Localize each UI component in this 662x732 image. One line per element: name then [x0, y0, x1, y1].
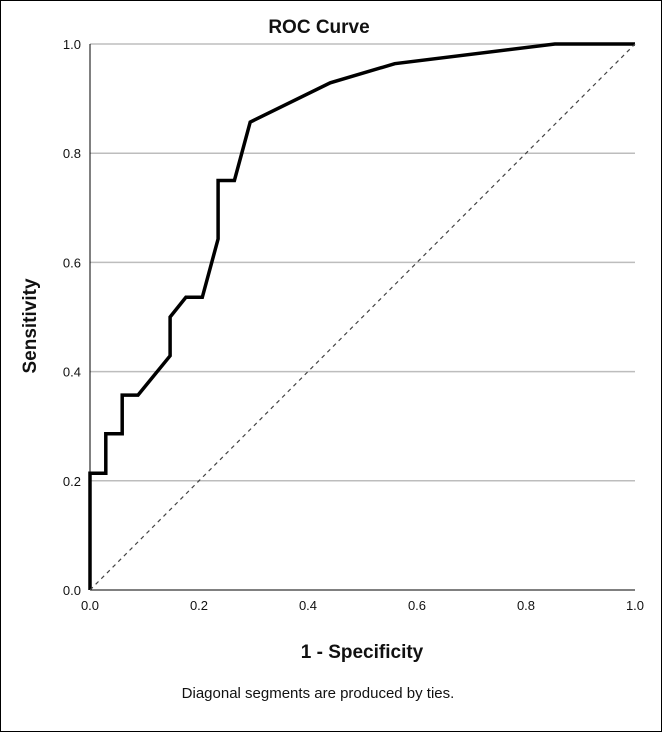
series-group — [88, 42, 636, 591]
x-axis-label: 1 - Specificity — [301, 642, 424, 663]
y-tick-label: 0.6 — [63, 255, 81, 270]
x-tick-label: 0.8 — [517, 598, 535, 613]
reference-diagonal-line — [89, 43, 636, 591]
x-tick-label: 0.2 — [190, 598, 208, 613]
x-tick-label: 1.0 — [626, 598, 644, 613]
x-tick-labels: 0.0 0.2 0.4 0.6 0.8 1.0 — [81, 598, 644, 613]
y-tick-label: 0.8 — [63, 146, 81, 161]
x-tick-label: 0.6 — [408, 598, 426, 613]
x-tick-label: 0.4 — [299, 598, 317, 613]
y-tick-label: 1.0 — [63, 37, 81, 52]
gridlines — [90, 43, 635, 482]
y-tick-label: 0.2 — [63, 474, 81, 489]
chart-footnote: Diagonal segments are produced by ties. — [182, 685, 455, 702]
roc-curve-line — [88, 42, 635, 590]
y-tick-label: 0.0 — [63, 583, 81, 598]
y-tick-labels: 0.0 0.2 0.4 0.6 0.8 1.0 — [63, 37, 81, 598]
chart-title: ROC Curve — [268, 17, 369, 38]
y-tick-label: 0.4 — [63, 365, 81, 380]
y-axis-label: Sensitivity — [20, 278, 41, 373]
x-tick-label: 0.0 — [81, 598, 99, 613]
